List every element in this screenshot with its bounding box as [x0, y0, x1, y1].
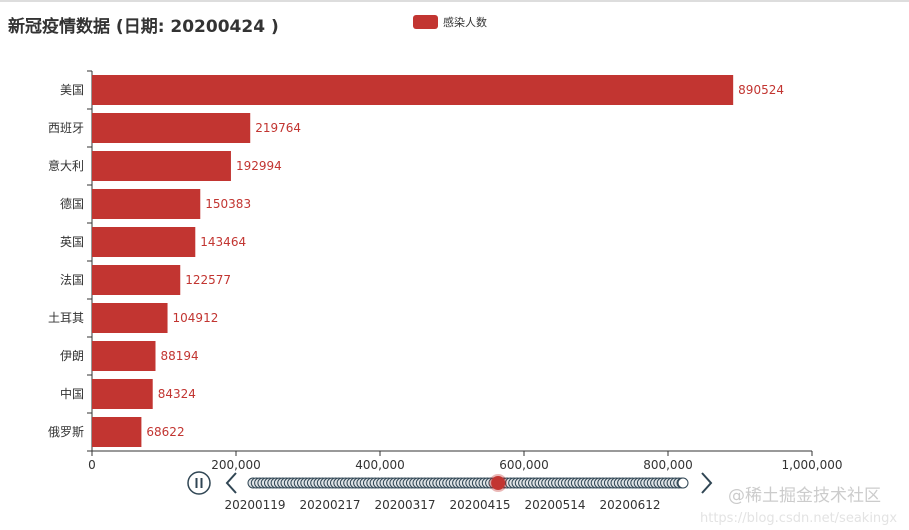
bar[interactable]	[92, 75, 734, 105]
x-tick-label: 400,000	[355, 458, 405, 472]
timeline-end-dot[interactable]	[677, 477, 689, 489]
bar[interactable]	[92, 341, 156, 371]
data-label: 219764	[255, 121, 301, 135]
timeline-label[interactable]: 20200217	[299, 498, 360, 512]
timeline-label[interactable]: 20200317	[374, 498, 435, 512]
y-tick-label: 伊朗	[60, 349, 84, 363]
x-tick-label: 1,000,000	[781, 458, 842, 472]
x-tick-label: 0	[88, 458, 96, 472]
bar[interactable]	[92, 151, 231, 181]
x-tick-label: 200,000	[211, 458, 261, 472]
next-chevron-icon[interactable]	[701, 472, 713, 494]
x-tick-label: 800,000	[643, 458, 693, 472]
chart-title: 新冠疫情数据 (日期: 20200424 )	[8, 17, 279, 37]
data-label: 104912	[173, 311, 219, 325]
x-tick-label: 600,000	[499, 458, 549, 472]
bar[interactable]	[92, 303, 168, 333]
pause-icon	[195, 478, 198, 488]
y-tick-label: 德国	[60, 196, 84, 211]
data-label: 192994	[236, 159, 282, 173]
play-pause-button[interactable]	[187, 471, 211, 495]
data-label: 150383	[205, 197, 251, 211]
bar[interactable]	[92, 379, 153, 409]
data-label: 68622	[146, 425, 184, 439]
timeline-label[interactable]: 20200119	[224, 498, 285, 512]
y-tick-label: 英国	[60, 235, 84, 249]
y-tick-label: 意大利	[48, 158, 84, 173]
bar[interactable]	[92, 113, 251, 143]
y-tick-label: 中国	[60, 386, 84, 401]
bar[interactable]	[92, 417, 142, 447]
bar[interactable]	[92, 265, 181, 295]
bar[interactable]	[92, 189, 201, 219]
y-tick-label: 美国	[60, 83, 84, 97]
prev-chevron-icon[interactable]	[225, 472, 237, 494]
data-label: 890524	[738, 83, 784, 97]
watermark: @稀土掘金技术社区	[728, 486, 881, 506]
data-label: 143464	[200, 235, 246, 249]
y-tick-label: 土耳其	[48, 311, 84, 325]
timeline-label[interactable]: 20200612	[599, 498, 660, 512]
legend-label: 感染人数	[443, 16, 487, 29]
legend-swatch	[413, 15, 438, 29]
timeline-handle[interactable]	[491, 476, 506, 490]
pause-icon	[200, 478, 203, 488]
timeline-label[interactable]: 20200415	[449, 498, 510, 512]
y-tick-label: 西班牙	[48, 121, 84, 135]
y-tick-label: 法国	[60, 273, 84, 287]
data-label: 84324	[158, 387, 196, 401]
data-label: 122577	[185, 273, 231, 287]
data-label: 88194	[160, 349, 198, 363]
bar[interactable]	[92, 227, 196, 257]
y-tick-label: 俄罗斯	[48, 425, 84, 439]
timeline-label[interactable]: 20200514	[524, 498, 585, 512]
watermark-url: https://blog.csdn.net/seakingx	[700, 511, 898, 526]
legend-item[interactable]: 感染人数	[413, 14, 487, 30]
